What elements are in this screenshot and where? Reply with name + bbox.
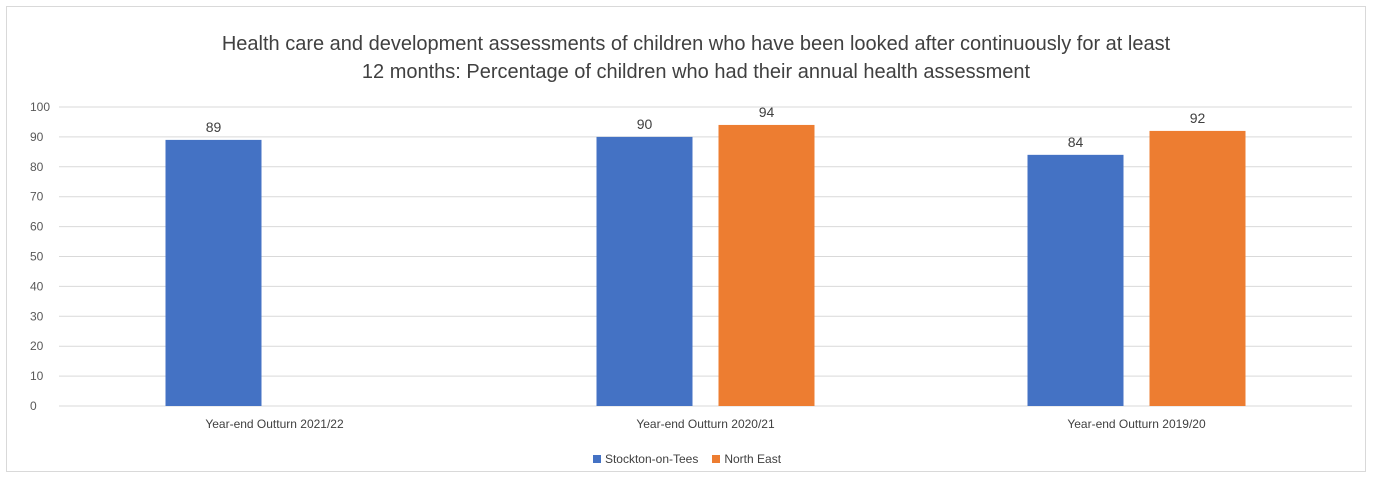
data-label: 92: [1190, 110, 1206, 126]
x-tick-label: Year-end Outturn 2021/22: [205, 417, 344, 431]
legend-swatch-stockton: [592, 455, 601, 463]
legend-item-stockton: Stockton-on-Tees: [592, 452, 699, 466]
y-tick-label: 10: [30, 369, 44, 383]
data-label: 89: [206, 119, 222, 135]
y-tick-label: 20: [30, 339, 44, 353]
legend-swatch-north-east: [712, 455, 721, 463]
y-tick-label: 50: [30, 250, 44, 264]
chart-title: Health care and development assessments …: [6, 30, 1374, 86]
legend-label-stockton: Stockton-on-Tees: [604, 452, 699, 466]
y-tick-label: 60: [30, 220, 44, 234]
bar-north-east: [1149, 130, 1246, 407]
bar-stockton: [1027, 154, 1124, 406]
data-label: 94: [759, 104, 775, 120]
bar-stockton: [165, 139, 262, 406]
y-tick-label: 80: [30, 160, 44, 174]
y-tick-label: 40: [30, 279, 44, 293]
chart-legend: Stockton-on-Tees North East: [0, 452, 1374, 466]
y-tick-label: 70: [30, 190, 44, 204]
y-tick-label: 90: [30, 130, 44, 144]
x-tick-label: Year-end Outturn 2020/21: [636, 417, 775, 431]
data-label: 90: [637, 116, 653, 132]
y-tick-label: 30: [30, 309, 44, 323]
data-label: 84: [1068, 134, 1084, 150]
legend-item-north-east: North East: [712, 452, 781, 466]
y-tick-label: 0: [30, 399, 37, 413]
x-tick-label: Year-end Outturn 2019/20: [1067, 417, 1206, 431]
chart-title-line-1: Health care and development assessments …: [221, 33, 1171, 55]
y-tick-label: 100: [30, 100, 50, 114]
bar-stockton: [596, 136, 693, 406]
chart-title-line-2: 12 months: Percentage of children who ha…: [361, 61, 1031, 83]
legend-label-north-east: North East: [724, 452, 782, 466]
bar-north-east: [718, 124, 815, 406]
